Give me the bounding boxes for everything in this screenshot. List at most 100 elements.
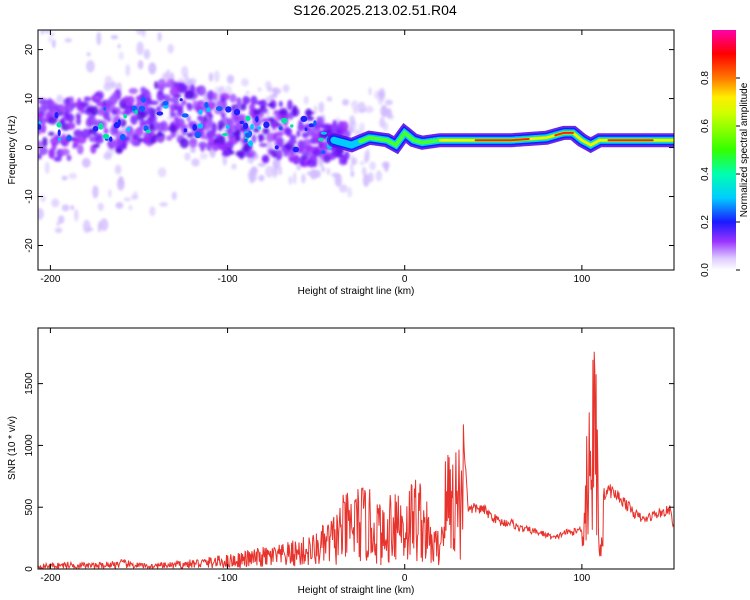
spectrogram-blob <box>272 120 277 131</box>
spectrogram-speckle <box>136 10 145 23</box>
spectrogram-spot <box>250 123 254 130</box>
spectrogram-speckle <box>40 30 45 35</box>
spectrogram-blob <box>169 108 175 119</box>
spectrogram-speckle <box>351 157 358 166</box>
spectrogram-spot <box>248 140 254 147</box>
spectrogram-blob <box>107 117 112 123</box>
spectrogram-spot <box>257 126 262 130</box>
spectrogram-speckle <box>288 175 293 185</box>
spectrogram-blob <box>95 136 104 144</box>
spectrogram-x-axis-label: Height of straight line (km) <box>298 286 415 297</box>
spectrogram-spot <box>98 122 104 130</box>
spectrogram-blob <box>130 114 138 125</box>
spectrogram-blob <box>207 90 215 101</box>
spectrogram-blob <box>58 105 64 113</box>
spectrogram-x-tick-label: 100 <box>574 274 591 285</box>
spectrogram-blob <box>259 142 268 148</box>
spectrogram-spot <box>140 96 147 103</box>
spectrogram-blob <box>97 109 105 116</box>
spectrogram-spot <box>123 114 128 119</box>
spectrogram-blob <box>154 81 159 90</box>
spectrogram-blob <box>278 100 283 108</box>
spectrogram-blob <box>145 106 154 116</box>
spectrogram-speckle <box>359 108 367 113</box>
spectrogram-blob <box>240 103 247 111</box>
spectrogram-y-tick-label: -10 <box>24 189 35 204</box>
spectrogram-blob <box>267 117 275 122</box>
spectrogram-speckle <box>361 166 367 176</box>
spectrogram-spot <box>192 124 198 131</box>
snr-y-tick-label: 0 <box>24 566 35 572</box>
spectrogram-speckle <box>245 90 251 95</box>
spectrogram-blob <box>288 111 294 120</box>
spectrogram-blob <box>38 146 48 156</box>
spectrogram-blob <box>60 148 70 156</box>
spectrogram-blob <box>272 132 278 141</box>
spectrogram-blob <box>288 137 297 144</box>
spectrogram-speckle <box>51 198 60 208</box>
ridge-peak-segment <box>554 131 574 137</box>
spectrogram-speckle <box>86 59 95 73</box>
spectrogram-y-tick-label: 0 <box>24 144 35 150</box>
spectrogram-blob <box>288 156 298 162</box>
spectrogram-blob <box>128 87 138 95</box>
spectrogram-y-tick-label: 10 <box>24 93 35 105</box>
spectrogram-speckle <box>157 167 167 178</box>
spectrogram-spot <box>108 136 113 142</box>
spectrogram-blob <box>242 96 250 105</box>
spectrogram-blob <box>38 140 43 149</box>
spectrogram-speckle <box>64 38 73 43</box>
spectrogram-blob <box>38 113 43 123</box>
spectrogram-blob <box>111 92 117 104</box>
spectrogram-spot <box>204 102 209 108</box>
spectrogram-blob <box>139 119 149 127</box>
spectrogram-speckle <box>273 87 278 97</box>
spectrogram-speckle <box>92 185 99 199</box>
spectrogram-blob <box>66 154 72 161</box>
spectrogram-blob <box>271 149 278 158</box>
spectrogram-speckle <box>309 168 318 180</box>
spectrogram-speckle <box>375 170 383 182</box>
spectrogram-blob <box>285 127 293 137</box>
spectrogram-speckle <box>369 161 376 171</box>
spectrogram-blob <box>163 94 171 102</box>
spectrogram-spot <box>66 135 72 141</box>
spectrogram-spot <box>194 131 202 139</box>
spectrogram-spot <box>233 108 241 116</box>
spectrogram-speckle <box>303 95 309 105</box>
spectrogram-speckle <box>349 120 357 133</box>
spectrogram-speckle <box>56 94 64 104</box>
spectrogram-blob <box>267 102 275 107</box>
spectrogram-spot <box>57 137 62 142</box>
snr-y-tick-label: 1500 <box>24 372 35 395</box>
spectrogram-speckle <box>115 202 124 209</box>
spectrogram-speckle <box>265 165 274 178</box>
spectrogram-spot <box>57 129 61 137</box>
colorbar-tick-label: 0.2 <box>700 215 711 229</box>
spectrogram-blob <box>47 116 58 125</box>
snr-x-tick-label: -200 <box>40 573 60 584</box>
spectrogram-speckle <box>132 191 139 200</box>
spectrogram-speckle <box>278 165 283 176</box>
spectrogram-blob <box>73 129 83 138</box>
spectrogram-blob <box>148 100 159 106</box>
spectrogram-blob <box>198 141 208 149</box>
spectrogram-speckle <box>96 31 102 46</box>
spectrogram-blob <box>261 118 270 123</box>
spectrogram-blob <box>214 137 219 145</box>
spectrogram-spot <box>183 128 188 133</box>
spectrogram-spot <box>292 146 300 153</box>
colorbar <box>712 30 736 270</box>
spectrogram-blob <box>184 90 195 100</box>
spectrogram-speckle <box>306 171 314 176</box>
spectrogram-speckle <box>97 202 104 211</box>
spectrogram-speckle <box>382 122 389 132</box>
spectrogram-blob <box>321 124 332 130</box>
spectrogram-speckle <box>249 167 258 175</box>
spectrogram-speckle <box>199 152 208 160</box>
spectrogram-speckle <box>110 16 114 26</box>
spectrogram-speckle <box>339 184 348 193</box>
spectrogram-speckle <box>104 75 113 87</box>
spectrogram-blob <box>166 78 175 88</box>
spectrogram-spot <box>313 120 317 127</box>
